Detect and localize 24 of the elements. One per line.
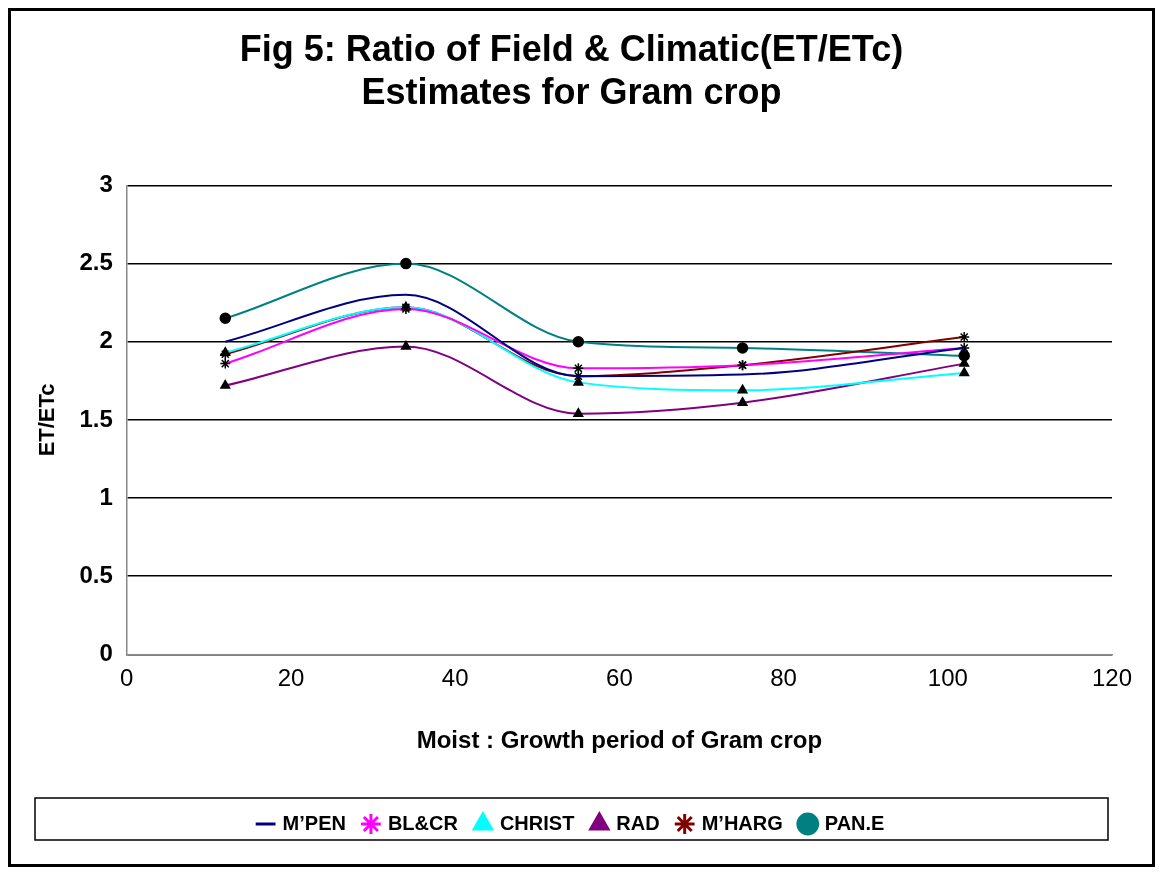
- legend-label: PAN.E: [824, 811, 885, 834]
- legend-label: M’PEN: [282, 811, 346, 834]
- text: Fig 5: Ratio of Field & Climatic(ET/ETc): [239, 27, 904, 69]
- x-tick-label: 100: [927, 664, 968, 692]
- legend-label: BL&CR: [387, 811, 459, 834]
- text: Estimates for Gram crop: [361, 70, 782, 112]
- x-tick-label: 60: [606, 664, 633, 692]
- x-tick-label: 0: [120, 664, 134, 692]
- x-axis-title: Moist : Growth period of Gram crop: [416, 726, 823, 754]
- x-tick-label: 80: [770, 664, 797, 692]
- legend-label: M’HARG: [701, 811, 783, 834]
- x-tick-label: 40: [441, 664, 469, 692]
- y-tick-label: 2.5: [79, 248, 113, 276]
- x-tick-label: 20: [277, 664, 305, 692]
- y-tick-label: 0.5: [79, 560, 113, 588]
- y-tick-label: 3: [99, 170, 113, 198]
- y-tick-label: 2: [99, 326, 113, 354]
- y-tick-label: 1.5: [79, 404, 113, 432]
- y-tick-label: 0: [99, 639, 113, 667]
- y-axis-title: ET/ETc: [34, 383, 60, 457]
- legend-label: RAD: [616, 811, 660, 834]
- y-tick-label: 1: [99, 482, 113, 510]
- legend-label: CHRIST: [499, 811, 575, 834]
- x-tick-label: 120: [1091, 664, 1133, 692]
